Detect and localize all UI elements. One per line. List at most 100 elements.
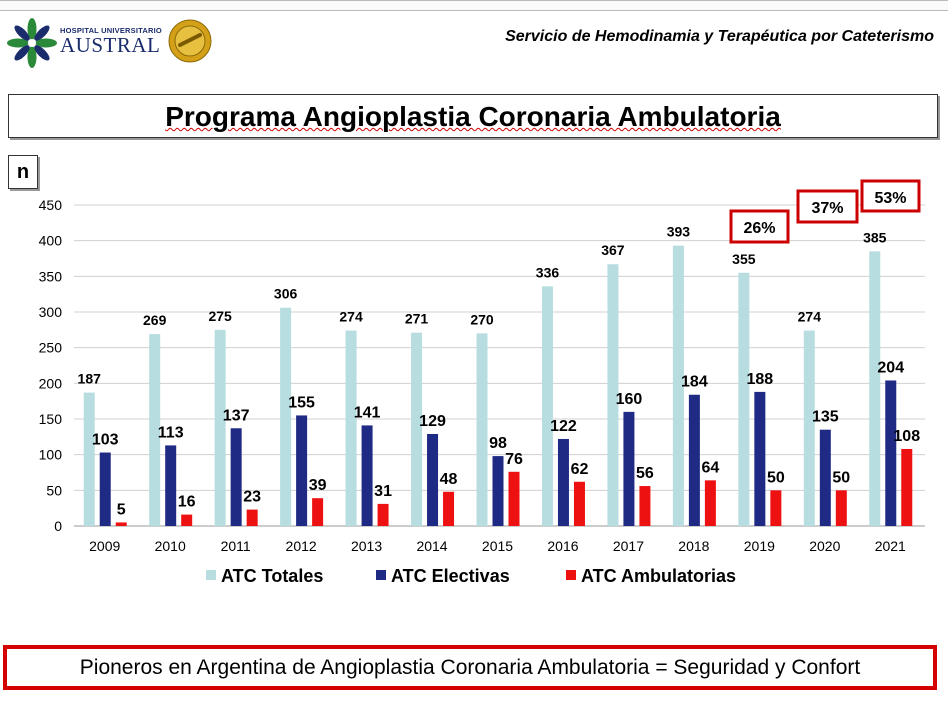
x-tick-label: 2013 [351, 538, 382, 554]
data-label: 56 [636, 465, 654, 482]
data-label: 385 [863, 229, 887, 245]
data-label: 275 [208, 308, 232, 324]
data-label: 108 [893, 428, 920, 445]
y-tick-label: 100 [39, 447, 63, 463]
data-label: 336 [536, 264, 560, 280]
data-label: 31 [374, 483, 392, 500]
legend-swatch [566, 570, 576, 580]
x-tick-label: 2015 [482, 538, 513, 554]
bar [557, 438, 569, 526]
y-tick-label: 300 [39, 304, 63, 320]
data-label: 274 [339, 309, 363, 325]
bar [492, 456, 504, 526]
percent-label: 37% [811, 200, 843, 217]
data-label: 274 [798, 309, 822, 325]
data-label: 50 [832, 469, 850, 486]
bar [214, 329, 226, 526]
data-label: 23 [243, 489, 261, 506]
bar [803, 330, 815, 526]
data-label: 160 [616, 391, 643, 408]
data-label: 98 [489, 435, 507, 452]
x-tick-label: 2018 [678, 538, 709, 554]
bar [230, 428, 242, 526]
y-tick-label: 200 [39, 375, 63, 391]
y-tick-label: 350 [39, 268, 63, 284]
footer-banner: Pioneros en Argentina de Angioplastia Co… [3, 645, 937, 690]
x-tick-label: 2010 [155, 538, 186, 554]
bar [181, 514, 193, 526]
n-label: n [8, 155, 38, 189]
data-label: 155 [288, 394, 315, 411]
data-label: 129 [419, 413, 446, 430]
bar [704, 480, 716, 526]
bar [115, 522, 127, 526]
bar [754, 391, 766, 526]
data-label: 50 [767, 469, 785, 486]
bar [476, 333, 488, 526]
data-label: 64 [701, 459, 719, 476]
bar [869, 251, 881, 526]
bar [573, 481, 585, 526]
data-label: 137 [223, 407, 250, 424]
bar [508, 471, 520, 526]
y-tick-label: 150 [39, 411, 63, 427]
percent-box [860, 179, 921, 213]
hospital-name: AUSTRAL [60, 33, 161, 57]
bar [361, 425, 373, 526]
title-box: Programa Angioplastia Coronaria Ambulato… [8, 94, 938, 138]
chart-title: Programa Angioplastia Coronaria Ambulato… [165, 101, 781, 132]
data-label: 113 [158, 424, 184, 441]
service-title: Servicio de Hemodinamia y Terapéutica po… [505, 28, 934, 45]
data-label: 188 [746, 371, 773, 388]
data-label: 270 [470, 311, 494, 327]
x-tick-label: 2014 [416, 538, 447, 554]
bar [280, 307, 292, 526]
y-tick-label: 50 [46, 482, 62, 498]
bar [541, 286, 553, 526]
data-label: 5 [117, 501, 126, 518]
bar [99, 452, 111, 526]
bar [901, 448, 913, 526]
bar [165, 445, 177, 526]
bar [377, 503, 389, 526]
bar [672, 245, 684, 526]
bar [607, 264, 619, 526]
percent-label: 53% [874, 190, 906, 207]
hospital-small-label: HOSPITAL UNIVERSITARIO [60, 26, 162, 35]
bar [427, 433, 439, 526]
bar [819, 429, 831, 526]
bar [83, 392, 95, 526]
data-label: 62 [571, 461, 589, 478]
x-tick-label: 2012 [286, 538, 317, 554]
bar [149, 334, 161, 526]
percent-box [729, 209, 790, 244]
bar-chart: 0 50 100 150 200 250 300 350 400 450 2009 187 103 5 20… [39, 179, 925, 586]
x-tick-label: 2011 [221, 538, 251, 554]
accreditation-seal-icon [168, 19, 212, 63]
legend-swatch [206, 570, 216, 580]
bar [835, 490, 847, 526]
data-label: 367 [601, 242, 625, 258]
bar [312, 498, 324, 526]
x-tick-label: 2017 [613, 538, 644, 554]
bar [623, 411, 635, 526]
x-tick-label: 2019 [744, 538, 775, 554]
data-label: 187 [78, 371, 102, 387]
hospital-logo: HOSPITAL UNIVERSITARIO AUSTRAL [6, 17, 221, 69]
x-tick-label: 2016 [547, 538, 578, 554]
top-border [0, 0, 948, 11]
legend-label: ATC Totales [221, 566, 323, 586]
x-tick-label: 2020 [809, 538, 840, 554]
y-tick-label: 450 [39, 197, 63, 213]
x-tick-label: 2009 [89, 538, 120, 554]
data-label: 393 [667, 224, 691, 240]
bar [885, 380, 897, 526]
bar [345, 330, 357, 526]
data-label: 269 [143, 312, 167, 328]
y-tick-label: 0 [54, 518, 62, 534]
percent-label: 26% [743, 220, 775, 237]
bar [443, 491, 455, 526]
austral-flower-icon [7, 18, 57, 68]
legend-swatch [376, 570, 386, 580]
data-label: 306 [274, 286, 298, 302]
